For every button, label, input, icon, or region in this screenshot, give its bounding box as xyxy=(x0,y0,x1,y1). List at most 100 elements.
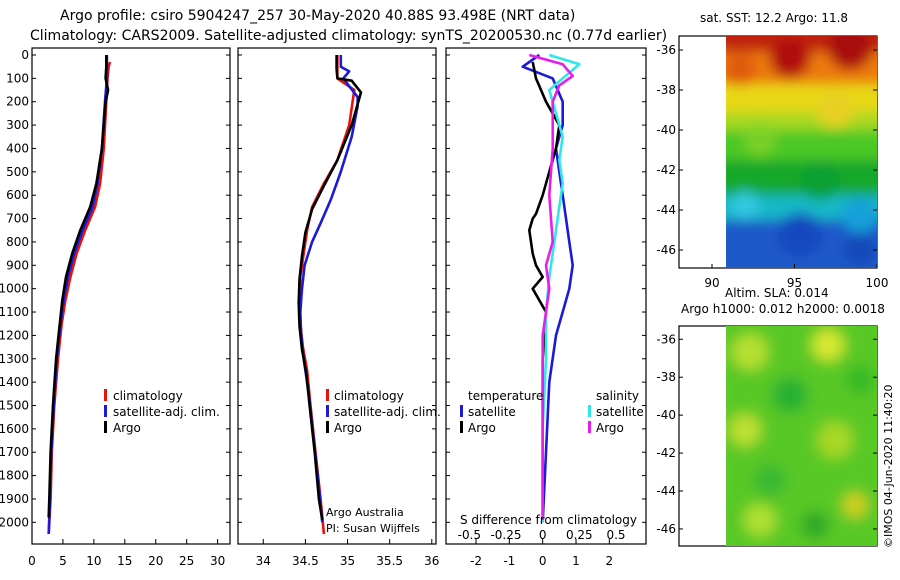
series-line-climatology xyxy=(47,61,112,535)
difference-xlabel: S difference from climatology xyxy=(460,513,637,527)
x-tick-label: 25 xyxy=(179,554,194,568)
x-tick-label: 36 xyxy=(424,554,439,568)
y-tick-label: 300 xyxy=(6,118,29,132)
x-tick-label: 20 xyxy=(148,554,163,568)
header-line2: Climatology: CARS2009. Satellite-adjuste… xyxy=(30,28,667,44)
map-y-tick-label: -46 xyxy=(656,243,676,257)
sla-map-title: Altim. SLA: 0.014 xyxy=(725,286,829,300)
x-tick-label: 35 xyxy=(340,554,355,568)
legend-label: Argo xyxy=(468,421,496,435)
temperature-panel-frame xyxy=(31,47,231,545)
y-tick-label: 100 xyxy=(6,71,29,85)
y-tick-label: 1900 xyxy=(0,492,29,506)
map-y-tick-label: -36 xyxy=(656,332,676,346)
difference-panel-frame xyxy=(445,47,647,545)
legend-swatch-satellite xyxy=(326,405,329,417)
salinity-panel-frame xyxy=(237,47,437,545)
y-tick-label: 1500 xyxy=(0,398,29,412)
series-line-argo xyxy=(297,55,363,521)
x-tick-label: 1 xyxy=(572,554,580,568)
y-tick-label: 1200 xyxy=(0,328,29,342)
temperature-series xyxy=(47,55,112,535)
legend-title-salinity: salinity xyxy=(596,389,639,403)
legend-swatch-temp-satellite xyxy=(460,405,463,417)
x-top-tick-label: 0.25 xyxy=(566,528,593,542)
temperature-legend: climatology satellite-adj. clim. Argo xyxy=(104,389,220,435)
temperature-axis: 0100200300400500600700800900100011001200… xyxy=(0,48,230,568)
x-top-tick-label: 0 xyxy=(539,528,547,542)
x-tick-label: 34.5 xyxy=(292,554,319,568)
x-tick-label: 30 xyxy=(210,554,225,568)
sst-map-field xyxy=(726,36,877,268)
sst-map-axis: -36 -38 -40 -42 -44 -46 90 95 100 xyxy=(656,43,888,290)
series-line-temperature-satellite xyxy=(521,53,575,523)
map-y-tick-label: -42 xyxy=(656,446,676,460)
y-tick-label: 1700 xyxy=(0,445,29,459)
map-y-tick-label: -40 xyxy=(656,408,676,422)
legend-swatch-sal-argo xyxy=(588,421,591,433)
y-tick-label: 1400 xyxy=(0,375,29,389)
map-x-tick-label: 100 xyxy=(866,276,889,290)
header-line1: Argo profile: csiro 5904247_257 30-May-2… xyxy=(60,8,575,24)
legend-label: climatology xyxy=(113,389,183,403)
y-tick-label: 400 xyxy=(6,141,29,155)
annotation-pi: PI: Susan Wijffels xyxy=(326,522,420,535)
x-tick-label: 0 xyxy=(539,554,547,568)
map-y-tick-label: -38 xyxy=(656,370,676,384)
y-tick-label: 600 xyxy=(6,188,29,202)
imos-credit: ©IMOS 04-Jun-2020 11:40:20 xyxy=(882,384,895,548)
series-line-salinity-argo xyxy=(528,53,575,520)
legend-swatch-temp-argo xyxy=(460,421,463,433)
map-y-tick-label: -46 xyxy=(656,522,676,536)
legend-label: Argo xyxy=(113,421,141,435)
difference-series xyxy=(521,53,581,523)
x-tick-label: 35.5 xyxy=(376,554,403,568)
x-tick-label: 5 xyxy=(59,554,67,568)
legend-swatch-climatology xyxy=(326,389,329,401)
series-line-climatology xyxy=(298,55,356,535)
y-tick-label: 700 xyxy=(6,212,29,226)
y-tick-label: 0 xyxy=(21,48,29,62)
legend-swatch-sal-satellite xyxy=(588,405,591,417)
legend-label: Argo xyxy=(334,421,362,435)
y-tick-label: 2000 xyxy=(0,515,29,529)
y-tick-label: 200 xyxy=(6,95,29,109)
map-y-tick-label: -36 xyxy=(656,43,676,57)
x-top-tick-label: -0.5 xyxy=(458,528,481,542)
salinity-series xyxy=(297,55,363,535)
y-tick-label: 900 xyxy=(6,258,29,272)
x-tick-label: 0 xyxy=(28,554,36,568)
y-tick-label: 1000 xyxy=(0,282,29,296)
map-x-tick-label: 95 xyxy=(787,276,802,290)
map-y-tick-label: -44 xyxy=(656,484,676,498)
legend-label: satellite xyxy=(596,405,644,419)
map-y-tick-label: -44 xyxy=(656,203,676,217)
map-x-tick-label: 90 xyxy=(704,276,719,290)
salinity-legend: climatology satellite-adj. clim. Argo Ar… xyxy=(326,389,441,535)
legend-swatch-satellite xyxy=(104,405,107,417)
x-top-tick-label: -0.25 xyxy=(490,528,521,542)
legend-label: satellite xyxy=(468,405,516,419)
legend-label: Argo xyxy=(596,421,624,435)
legend-swatch-argo xyxy=(104,421,107,433)
legend-label: climatology xyxy=(334,389,404,403)
annotation-argo-australia: Argo Australia xyxy=(326,506,404,519)
map-y-tick-label: -40 xyxy=(656,123,676,137)
x-top-tick-label: 0.5 xyxy=(606,528,625,542)
x-tick-label: 2 xyxy=(606,554,614,568)
difference-axis: -2 -1 0 1 2 -0.5 -0.25 0 0.25 0.5 xyxy=(446,54,646,568)
sla-map-subtitle: Argo h1000: 0.012 h2000: 0.0018 xyxy=(681,302,885,316)
y-tick-label: 800 xyxy=(6,235,29,249)
x-tick-label: 34 xyxy=(256,554,271,568)
sla-map-axis: -36 -38 -40 -42 -44 -46 xyxy=(656,332,877,536)
series-line-salinity-satellite xyxy=(541,53,581,523)
y-tick-label: 1600 xyxy=(0,422,29,436)
sst-map-title: sat. SST: 12.2 Argo: 11.8 xyxy=(700,11,848,25)
map-y-tick-label: -42 xyxy=(656,163,676,177)
x-tick-label: 15 xyxy=(117,554,132,568)
y-tick-label: 1100 xyxy=(0,305,29,319)
sla-map-field xyxy=(726,326,877,546)
y-tick-label: 1800 xyxy=(0,469,29,483)
difference-legend: temperature salinity satellite Argo sate… xyxy=(460,389,644,527)
legend-swatch-climatology xyxy=(104,389,107,401)
